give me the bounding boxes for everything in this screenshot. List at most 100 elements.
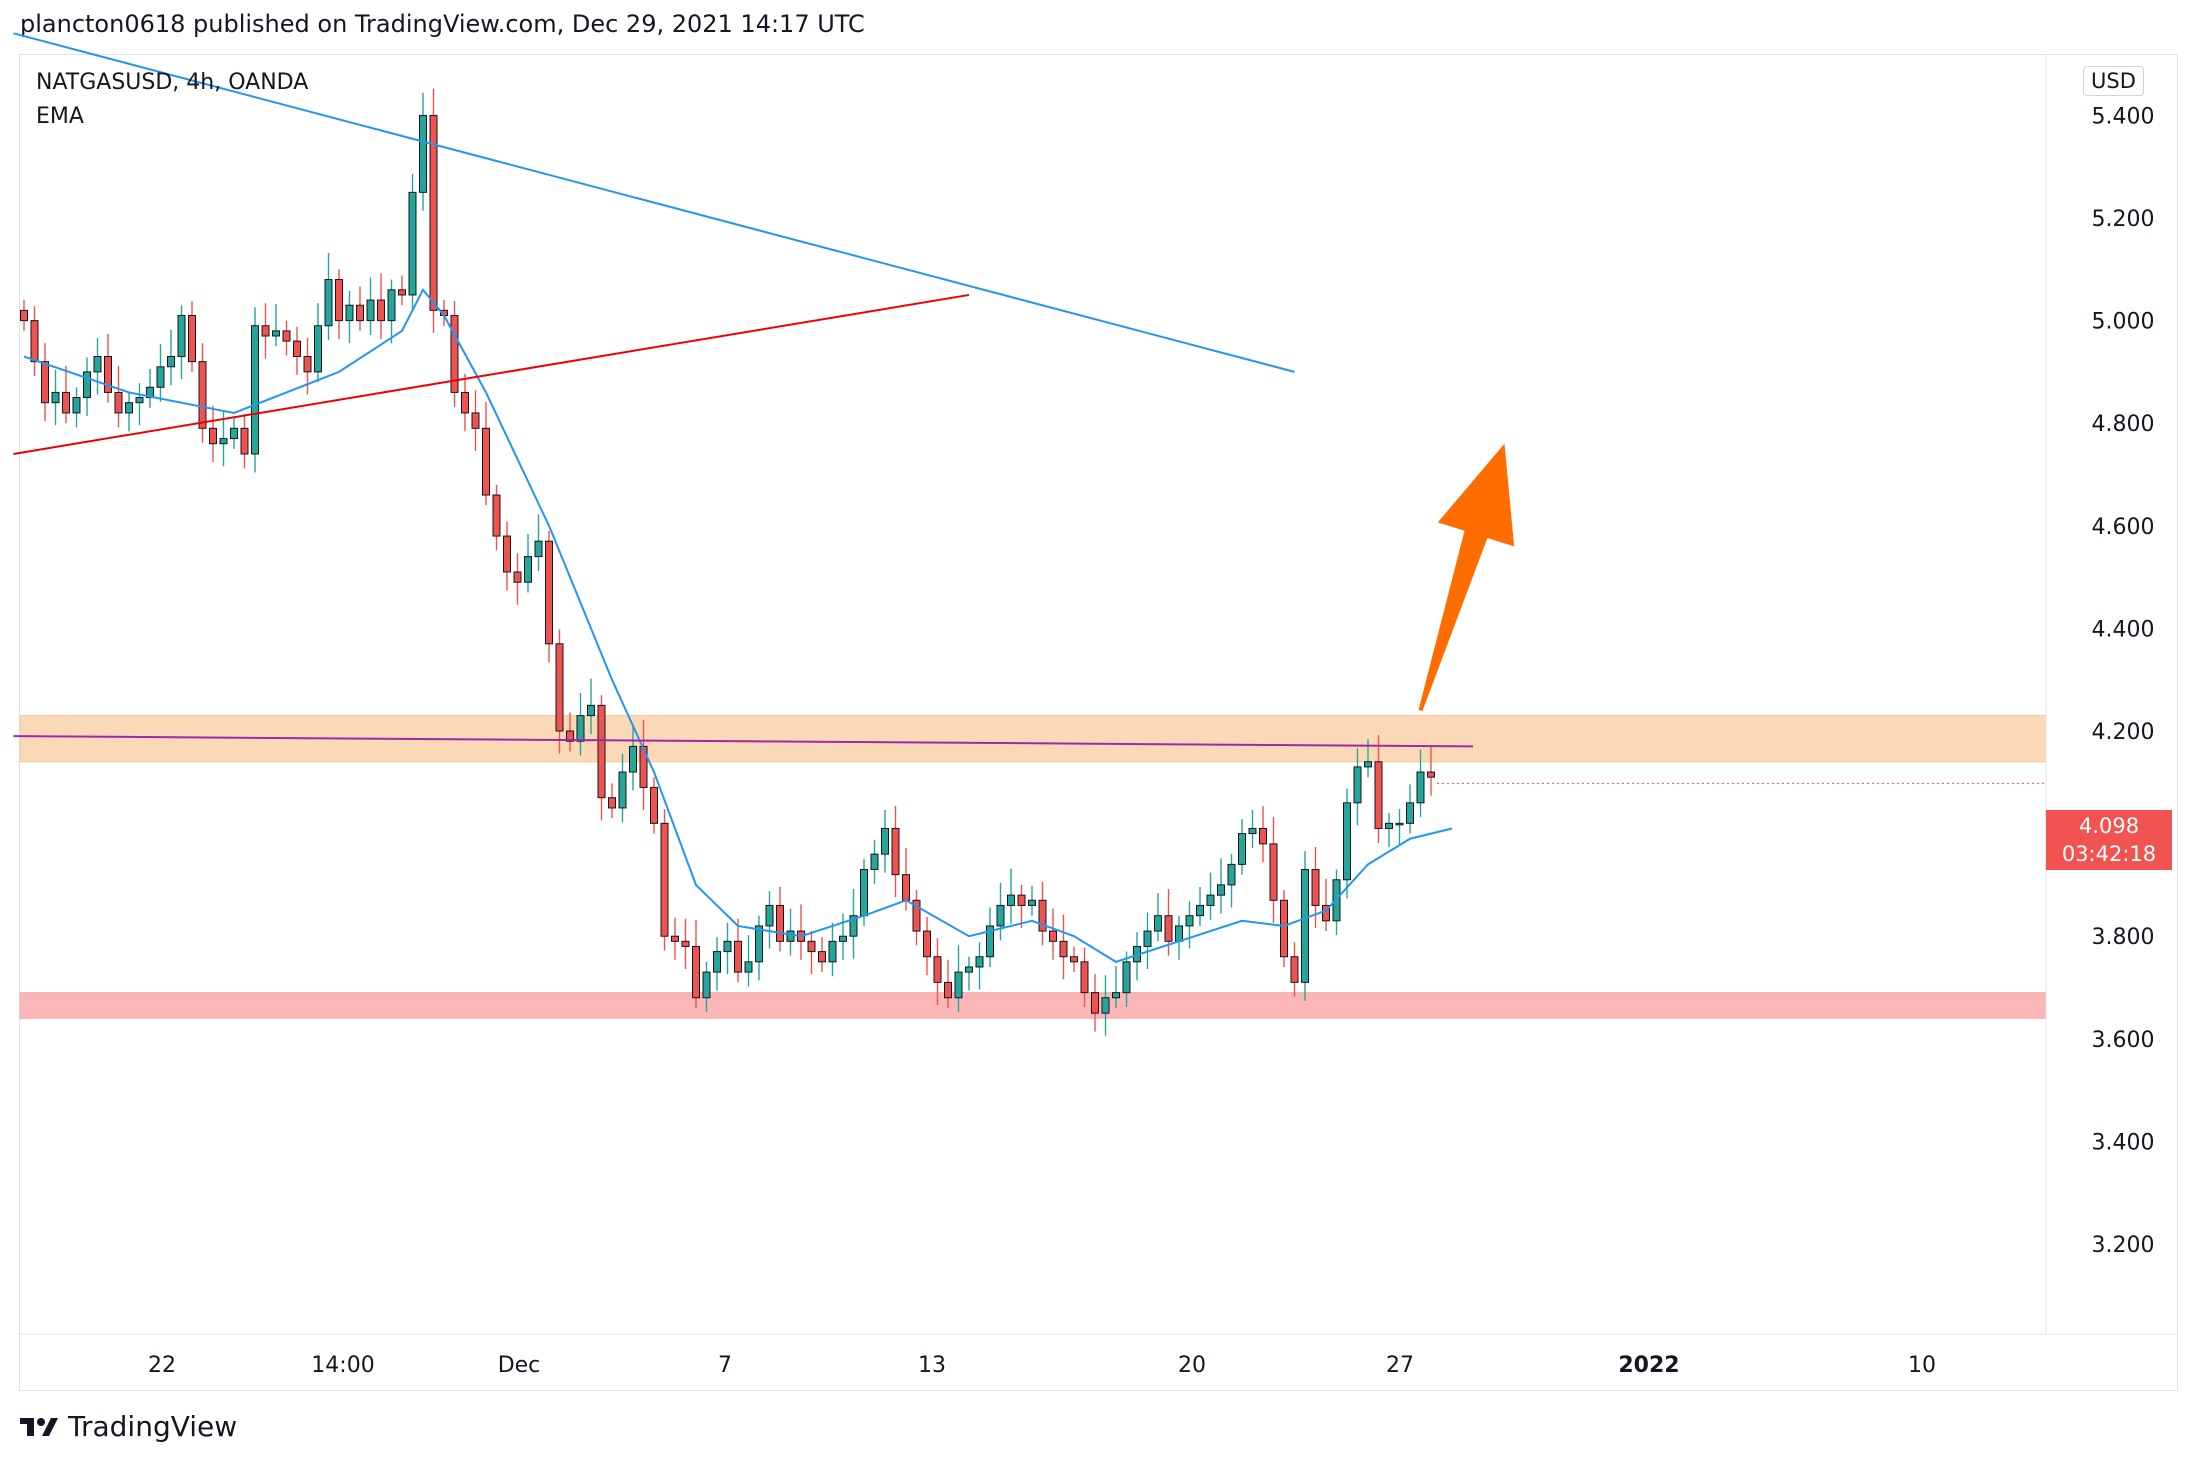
- candle-body: [723, 940, 732, 953]
- candle-body: [1007, 894, 1015, 906]
- candle-body: [482, 427, 490, 496]
- candle-body: [240, 427, 249, 455]
- candle-body: [1059, 940, 1068, 958]
- footer-brand[interactable]: TradingView: [20, 1410, 237, 1443]
- candle-body: [555, 643, 564, 732]
- candle-body: [503, 535, 511, 573]
- candle-body: [765, 904, 774, 927]
- candle-body: [419, 114, 427, 193]
- time-tick-label: 13: [918, 1353, 946, 1378]
- candle-body: [261, 325, 270, 337]
- candle-body: [660, 822, 669, 937]
- candle-body: [408, 191, 417, 296]
- footer-brand-text: TradingView: [68, 1410, 238, 1443]
- candle-body: [1427, 771, 1435, 778]
- trendline-ascending-support: [13, 293, 970, 455]
- candle-body: [429, 114, 438, 311]
- candle-body: [209, 427, 217, 445]
- time-tick-label: 22: [148, 1353, 176, 1378]
- candle-body: [20, 309, 28, 322]
- candle-body: [870, 853, 879, 871]
- candle-body: [1049, 930, 1057, 942]
- candle-body: [1227, 863, 1236, 886]
- candle-body: [1269, 843, 1278, 901]
- candle-body: [881, 827, 889, 855]
- candle-body: [608, 797, 616, 809]
- candle-body: [996, 904, 1005, 927]
- candle-body: [398, 289, 406, 296]
- candle-body: [650, 786, 658, 824]
- candle-body: [1091, 992, 1099, 1014]
- candle-body: [1206, 894, 1215, 906]
- candle-body: [713, 951, 721, 973]
- time-tick-label: 20: [1178, 1353, 1206, 1378]
- support-zone: [19, 992, 2047, 1019]
- candle-body: [125, 402, 133, 414]
- candle-body: [1101, 997, 1110, 1014]
- candle-body: [219, 438, 228, 445]
- candle-body: [681, 940, 690, 947]
- candle-body: [30, 320, 39, 363]
- candle-body: [1070, 956, 1078, 963]
- candle-body: [545, 540, 553, 645]
- candle-body: [954, 971, 963, 999]
- candle-body: [51, 391, 60, 404]
- candle-body: [776, 904, 784, 942]
- candle-body: [618, 771, 627, 809]
- candle-body: [1364, 761, 1372, 768]
- candle-body: [62, 391, 70, 414]
- time-tick-label: 7: [718, 1353, 732, 1378]
- candle-body: [902, 874, 910, 901]
- candle-body: [671, 935, 679, 942]
- candle-body: [1185, 915, 1194, 927]
- candle-body: [72, 397, 81, 414]
- price-tick-label: 4.600: [2092, 515, 2155, 540]
- publisher-header: plancton0618 published on TradingView.co…: [20, 10, 865, 38]
- price-tick-label: 4.800: [2092, 412, 2155, 437]
- symbol-legend[interactable]: NATGASUSD, 4h, OANDA: [36, 70, 309, 95]
- candle-body: [93, 356, 102, 373]
- currency-button[interactable]: USD: [2083, 66, 2144, 96]
- candle-body: [1164, 915, 1173, 942]
- candle-body: [692, 945, 700, 999]
- time-tick-label: 2022: [1618, 1353, 1679, 1378]
- candle-body: [356, 304, 364, 322]
- candle-body: [198, 361, 207, 429]
- candle-body: [1175, 925, 1183, 942]
- candle-body: [513, 571, 522, 583]
- candle-body: [1353, 766, 1362, 804]
- candle-body: [923, 930, 931, 958]
- candle-body: [702, 971, 711, 999]
- price-tick-label: 4.200: [2092, 720, 2155, 745]
- candle-body: [41, 361, 49, 404]
- tradingview-logo-icon: [20, 1417, 58, 1436]
- candle-body: [734, 940, 742, 973]
- last-price-label: 4.098 03:42:18: [2046, 810, 2172, 870]
- candle-body: [1248, 827, 1257, 835]
- candle-body: [366, 299, 375, 322]
- candle-body: [1395, 822, 1404, 826]
- trendline-descending-resistance: [13, 32, 1295, 373]
- indicator-legend[interactable]: EMA: [36, 104, 84, 129]
- candle-body: [755, 925, 763, 963]
- candle-body: [1154, 915, 1162, 932]
- countdown-timer: 03:42:18: [2061, 842, 2157, 866]
- candle-body: [860, 869, 868, 917]
- candle-body: [1343, 802, 1351, 881]
- candle-body: [293, 340, 301, 358]
- candle-body: [492, 494, 501, 537]
- time-tick-label: 27: [1386, 1353, 1414, 1378]
- time-tick-label: Dec: [498, 1353, 541, 1378]
- candle-body: [1406, 802, 1414, 824]
- candle-body: [587, 704, 595, 717]
- candle-body: [314, 325, 322, 373]
- trendline-horizontal: [13, 735, 1474, 748]
- candle-body: [1280, 899, 1288, 958]
- candle-body: [167, 356, 175, 368]
- candle-body: [188, 314, 196, 363]
- price-tick-label: 3.200: [2092, 1233, 2155, 1258]
- candle-body: [1311, 869, 1320, 906]
- candle-body: [450, 314, 459, 393]
- candle-body: [629, 745, 637, 773]
